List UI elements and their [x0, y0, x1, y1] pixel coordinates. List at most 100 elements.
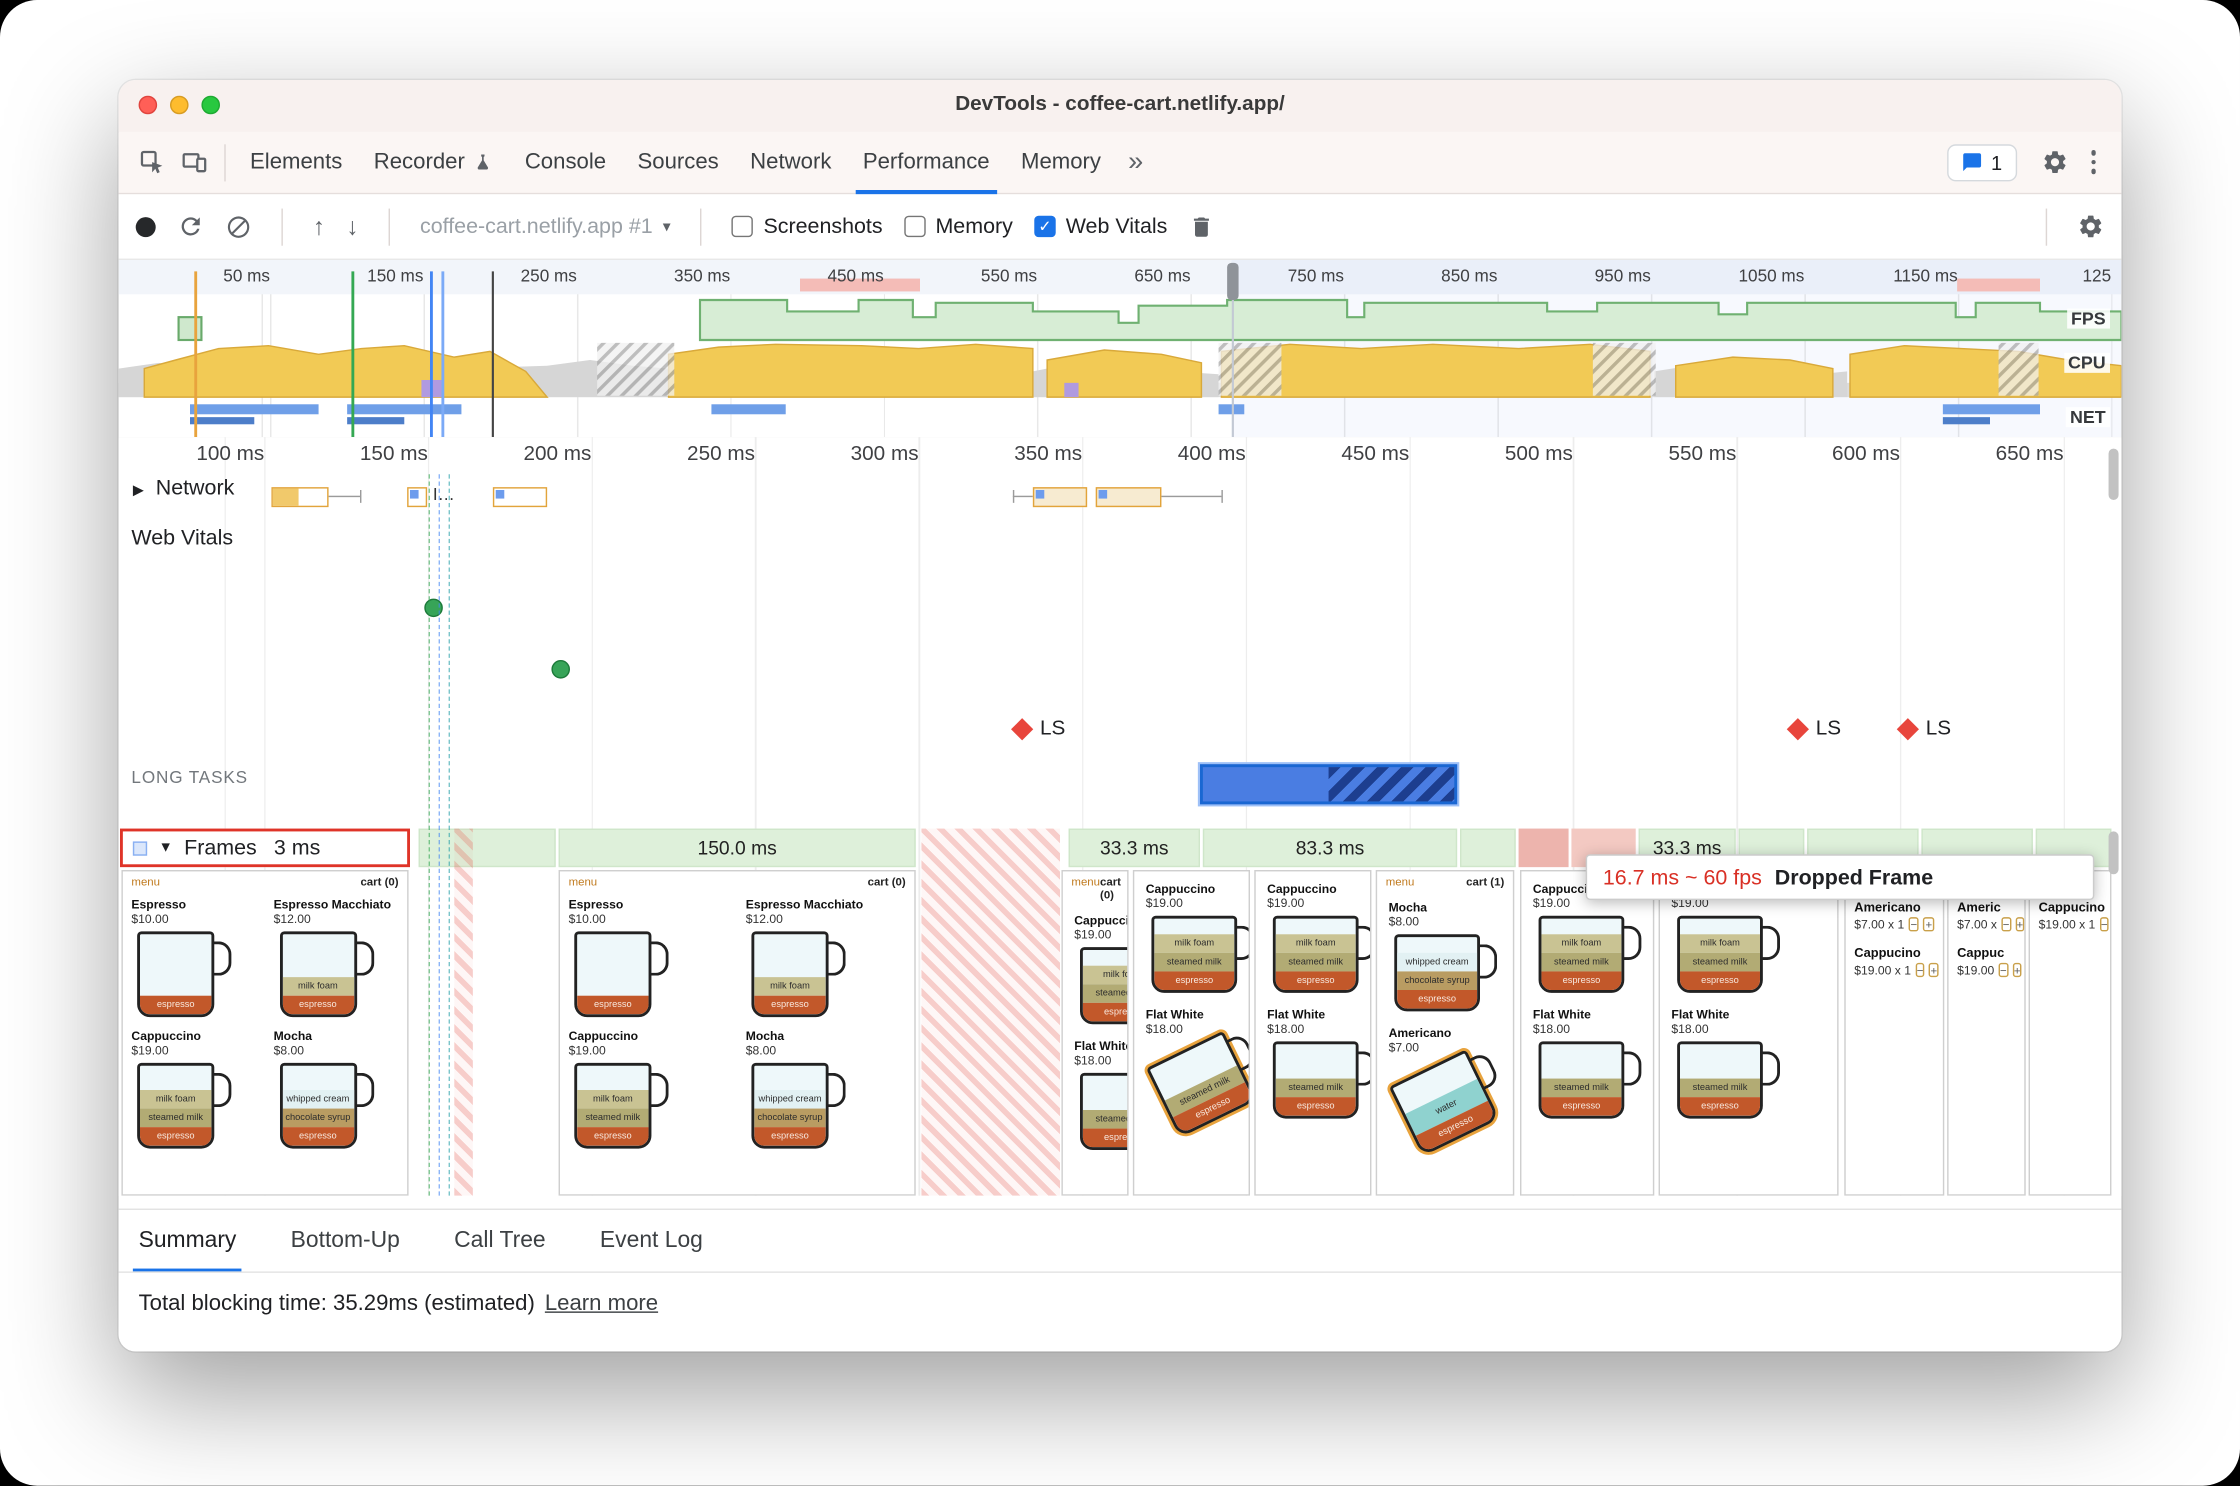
tab-network[interactable]: Network [750, 149, 832, 174]
layout-shift-marker[interactable] [1896, 718, 1919, 741]
inspect-element-icon[interactable] [130, 141, 173, 184]
tab-bottom-up[interactable]: Bottom-Up [290, 1227, 400, 1253]
tab-call-tree[interactable]: Call Tree [454, 1227, 546, 1253]
decrease-button[interactable]: − [1915, 962, 1925, 978]
scrollbar-thumb[interactable] [2108, 448, 2119, 500]
filmstrip-screenshot[interactable]: Americano $7.00 x 1− + Cappucino $19.00 x 1−… [1844, 869, 1945, 1196]
cart-item-name: Americ [1957, 899, 2001, 915]
tab-recorder[interactable]: Recorder [358, 131, 509, 194]
layout-shift-marker[interactable] [1786, 718, 1809, 741]
timeline-ruler-label: 150 ms [359, 442, 428, 466]
web-vitals-track-label[interactable]: Web Vitals [131, 525, 234, 550]
filmstrip-screenshot[interactable]: menu cart (0) Espresso $10.00 espresso Espres… [558, 869, 916, 1196]
tab-console[interactable]: Console [524, 149, 607, 174]
kebab-menu-icon[interactable] [2076, 150, 2110, 174]
increase-button[interactable]: + [1923, 917, 1935, 932]
tab-memory[interactable]: Memory [1021, 149, 1102, 174]
web-vital-good-marker[interactable] [424, 598, 443, 618]
checkbox-unchecked[interactable] [732, 215, 754, 238]
tab-sources[interactable]: Sources [637, 149, 719, 174]
record-button[interactable] [135, 216, 156, 237]
frame-duration-segment[interactable] [1459, 828, 1516, 868]
web-vital-good-marker[interactable] [551, 659, 570, 679]
product-item: Espresso Macchiato $12.00 milk foam espress… [737, 890, 914, 1021]
frame-duration-segment[interactable]: 33.3 ms [1638, 828, 1736, 868]
timeline-ruler-label: 600 ms [1832, 442, 1900, 466]
load-profile-icon[interactable]: ↑ [312, 212, 325, 240]
save-profile-icon[interactable]: ↓ [346, 212, 359, 240]
request-whisker-tick [1012, 489, 1015, 503]
increase-button[interactable]: + [2015, 917, 2025, 932]
layout-shift-marker[interactable] [1011, 718, 1034, 741]
capture-settings-gear-icon[interactable] [2077, 213, 2104, 240]
tab-elements[interactable]: Elements [249, 149, 343, 174]
minimize-button[interactable] [169, 95, 189, 115]
device-toolbar-icon[interactable] [173, 141, 216, 184]
frame-duration-segment[interactable]: 33.3 ms [1068, 828, 1200, 868]
zoom-button[interactable] [201, 95, 220, 115]
overview-ruler-label: 1050 ms [1738, 265, 1805, 286]
cup-layer: steamed milk [1541, 1078, 1622, 1098]
cup-handle [827, 941, 846, 976]
increase-button[interactable]: + [1929, 962, 1939, 978]
increase-button[interactable]: + [2012, 962, 2022, 978]
web-vitals-checkbox[interactable]: ✓ Web Vitals [1034, 214, 1167, 239]
checkbox-checked[interactable]: ✓ [1034, 215, 1056, 238]
clear-recording-icon[interactable] [226, 214, 252, 240]
filmstrip-screenshot[interactable]: Americ $7.00 x − + Cappuc $19.00− + [1947, 869, 2026, 1196]
issues-counter[interactable]: 1 [1946, 143, 2017, 181]
close-button[interactable] [138, 95, 158, 115]
screenshots-checkbox[interactable]: Screenshots [732, 214, 883, 239]
network-expand-icon[interactable]: ▶ [132, 482, 144, 499]
frame-duration-segment[interactable] [418, 828, 556, 868]
reload-and-record-icon[interactable] [177, 213, 204, 240]
window-titlebar[interactable]: DevTools - coffee-cart.netlify.app/ [118, 79, 2122, 133]
product-price: $7.00 [1388, 1039, 1419, 1055]
network-request[interactable] [1032, 487, 1088, 508]
timeline-tracks-area[interactable]: ▶ Network Web Vitals LONG TASKS ▼ Frames… [118, 437, 2122, 1196]
decrease-button[interactable]: − [1908, 917, 1920, 932]
network-request[interactable] [492, 487, 548, 508]
frame-duration-segment[interactable] [1518, 828, 1569, 868]
decrease-button[interactable]: − [2001, 917, 2011, 932]
more-tabs-icon[interactable]: » [1128, 146, 1144, 177]
cup-layer: espresso [1082, 1128, 1128, 1148]
tab-summary[interactable]: Summary [132, 1209, 243, 1273]
filmstrip-screenshot[interactable]: menu cart (1) Mocha $8.00 whipped cream choco… [1375, 869, 1515, 1196]
tab-performance[interactable]: Performance [847, 131, 1005, 194]
network-request[interactable] [1095, 487, 1162, 508]
network-track-label[interactable]: Network [155, 475, 235, 500]
settings-gear-icon[interactable] [2034, 141, 2077, 184]
filmstrip-screenshot[interactable]: menu cart (0) Espresso $10.00 espresso Espres… [121, 869, 409, 1196]
history-dropdown[interactable]: coffee-cart.netlify.app #1 ▾ [419, 214, 671, 239]
checkbox-unchecked[interactable] [904, 215, 926, 238]
trash-icon[interactable] [1189, 214, 1215, 240]
long-task-bar[interactable] [1199, 764, 1458, 805]
filmstrip-screenshot[interactable]: Cappucino $19.00 x 1−+ [2028, 869, 2112, 1196]
network-request[interactable] [407, 487, 428, 508]
memory-checkbox[interactable]: Memory [904, 214, 1013, 239]
cup-layer: espresso [1397, 989, 1478, 1009]
cart-item-qty-row: $19.00− + [1957, 962, 2022, 978]
performance-overview-chart[interactable]: 50 ms 150 ms 250 ms 350 ms 450 ms 550 ms 650 m… [118, 259, 2122, 439]
scrollbar-thumb[interactable] [2108, 831, 2119, 875]
cart-row: Cappucino $19.00 x 1−+ [2039, 900, 2110, 932]
tab-event-log[interactable]: Event Log [599, 1227, 703, 1253]
product-item: Americano $7.00 water espresso [1377, 1016, 1513, 1157]
frame-duration-segment[interactable]: 83.3 ms [1202, 828, 1458, 868]
frames-track-header[interactable]: ▼ Frames 3 ms [119, 828, 410, 868]
decrease-button[interactable]: − [1998, 962, 2009, 978]
frames-collapse-icon[interactable]: ▼ [158, 839, 173, 856]
frame-duration-segment[interactable]: 150.0 ms [558, 828, 916, 868]
network-request[interactable] [271, 487, 329, 508]
decrease-button[interactable]: − [2099, 917, 2110, 932]
learn-more-link[interactable]: Learn more [544, 1291, 659, 1316]
